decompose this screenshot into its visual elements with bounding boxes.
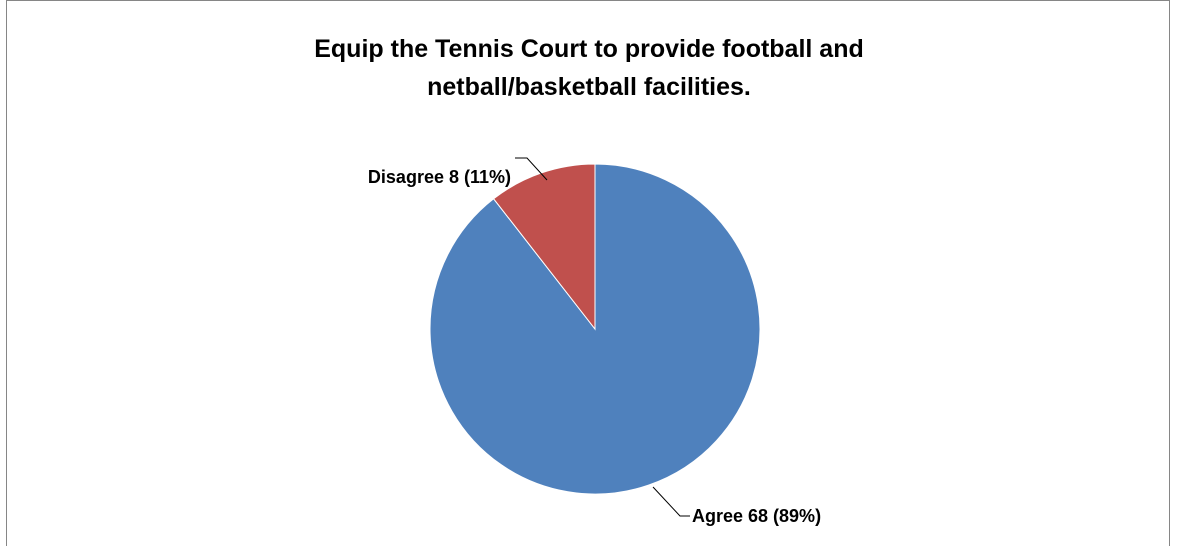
pie-slice-disagree xyxy=(492,163,596,331)
data-label-agree: Agree 68 (89%) xyxy=(692,506,821,526)
leader-line-disagree xyxy=(515,157,548,181)
leader-line-agree xyxy=(652,486,690,517)
data-label-disagree: Disagree 8 (11%) xyxy=(368,167,511,187)
chart-title: Equip the Tennis Court to provide footba… xyxy=(314,35,864,101)
pie-slice-agree xyxy=(429,163,761,495)
